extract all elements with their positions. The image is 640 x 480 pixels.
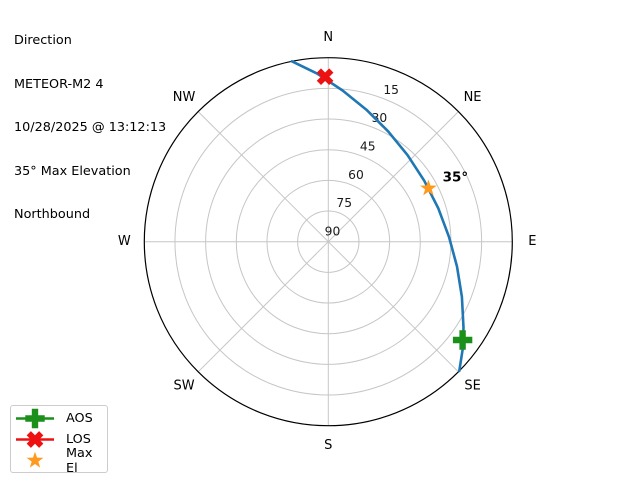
legend-item-aos: AOS (14, 408, 107, 429)
max-el-star-icon (26, 451, 44, 468)
azimuth-line-135 (327, 241, 459, 373)
max-el-marker (420, 179, 437, 196)
legend: AOS LOS Max El (10, 405, 108, 476)
legend-marker-star (26, 451, 44, 468)
compass-label-sw: SW (173, 378, 194, 393)
legend-marker-x (26, 431, 44, 448)
compass-label-s: S (324, 438, 332, 453)
legend-label-los: LOS (66, 432, 91, 447)
title-block: Direction METEOR-M2 4 10/28/2025 @ 13:12… (14, 5, 166, 237)
compass-label-w: W (118, 234, 131, 249)
los-marker (316, 68, 334, 86)
max-elevation-text: 35° Max Elevation (14, 163, 131, 179)
legend-item-maxel: Max El (14, 446, 107, 476)
pass-datetime: 10/28/2025 @ 13:12:13 (14, 120, 167, 135)
elevation-tick-label-90: 90 (325, 225, 341, 239)
elevation-tick-label-30: 30 (372, 111, 388, 125)
plot-title: Direction (14, 33, 72, 48)
elevation-tick-label-45: 45 (360, 140, 376, 154)
elevation-tick-label-60: 60 (348, 168, 364, 182)
elevation-tick-label-75: 75 (336, 196, 352, 210)
azimuth-line-225 (197, 241, 329, 373)
aos-plus-icon (16, 408, 54, 429)
compass-label-n: N (323, 30, 333, 45)
compass-label-nw: NW (173, 90, 196, 105)
compass-label-se: SE (464, 378, 480, 393)
compass-label-e: E (528, 234, 536, 249)
legend-label-maxel: Max El (66, 445, 93, 476)
elevation-tick-label-15: 15 (383, 83, 399, 97)
legend-marker-plus (25, 408, 45, 429)
pass-direction: Northbound (14, 207, 91, 222)
azimuth-line-45 (327, 111, 459, 243)
los-x-icon (16, 431, 54, 448)
satellite-track (290, 60, 465, 373)
horizon-circle (143, 57, 513, 427)
legend-item-los: LOS (14, 429, 107, 450)
legend-label-aos: AOS (66, 411, 93, 426)
max-elevation-annotation: 35° (443, 169, 469, 185)
satellite-name: METEOR-M2 4 (14, 76, 104, 92)
compass-label-ne: NE (464, 90, 482, 105)
aos-marker (452, 330, 473, 350)
azimuth-line-315 (197, 111, 329, 243)
